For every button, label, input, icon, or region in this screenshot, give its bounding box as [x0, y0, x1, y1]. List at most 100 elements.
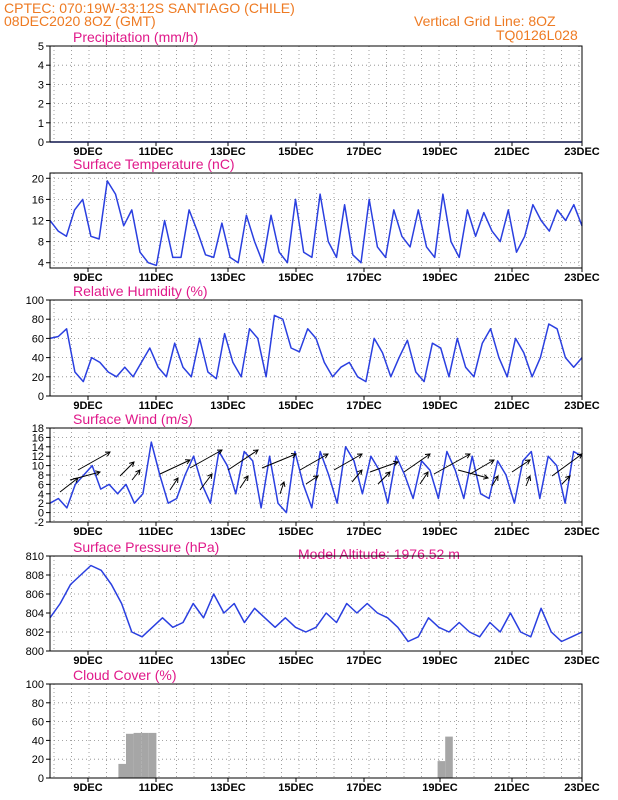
x-tick-label: 11DEC	[139, 272, 174, 284]
wind-arrow	[279, 481, 285, 495]
x-tick-label: 19DEC	[422, 400, 458, 412]
wind-arrow-head	[423, 471, 429, 478]
x-tick-label: 17DEC	[346, 400, 382, 412]
y-tick-label: 12	[32, 451, 44, 463]
x-tick-label: 15DEC	[278, 272, 314, 284]
panel-frame	[49, 683, 583, 779]
x-tick-label: 9DEC	[73, 400, 102, 412]
y-tick-label: 80	[32, 314, 44, 326]
x-tick-label: 17DEC	[346, 272, 382, 284]
wind-arrow	[551, 453, 583, 477]
panel-frame	[49, 555, 583, 652]
wind-arrow	[511, 459, 531, 473]
y-tick-label: 0	[38, 508, 44, 520]
x-tick-label: 13DEC	[210, 400, 246, 412]
panel-title: Cloud Cover (%)	[73, 667, 176, 683]
wind-arrow-head	[279, 481, 286, 487]
wind-arrow-head	[129, 461, 135, 467]
y-tick-label: 40	[32, 735, 44, 747]
x-tick-label: 9DEC	[73, 655, 102, 667]
x-tick-label: 13DEC	[210, 146, 246, 158]
panel-4: Surface Pressure (hPa) 800 802 804 806 808 810…	[26, 539, 600, 667]
wind-arrow-head	[207, 473, 213, 479]
y-tick-label: 14	[32, 442, 44, 454]
header-code: TQ0126L028	[496, 27, 578, 43]
y-tick-label: 4	[38, 258, 44, 270]
y-tick-label: 16	[32, 194, 44, 206]
y-tick-label: 6	[38, 479, 44, 491]
wind-arrow-head	[493, 475, 499, 482]
x-tick-label: 19DEC	[422, 782, 458, 794]
y-tick-label: 806	[26, 589, 44, 601]
y-tick-label: 80	[32, 698, 44, 710]
cloud-bar	[445, 736, 453, 778]
y-tick-label: 100	[26, 679, 44, 691]
y-tick-label: -2	[34, 517, 44, 529]
y-tick-label: 5	[38, 41, 44, 53]
wind-arrow-head	[393, 460, 399, 467]
x-tick-label: 19DEC	[422, 526, 458, 538]
cloud-bar	[118, 763, 126, 778]
y-tick-label: 804	[26, 608, 44, 620]
panel-frame	[49, 172, 583, 269]
x-tick-label: 11DEC	[139, 400, 174, 412]
y-tick-label: 810	[26, 551, 44, 563]
wind-arrow	[69, 471, 101, 481]
wind-arrow	[419, 471, 429, 485]
x-tick-label: 17DEC	[346, 146, 382, 158]
y-tick-label: 16	[32, 432, 44, 444]
wind-arrow-head	[135, 469, 141, 475]
wind-arrow-head	[322, 453, 329, 459]
x-tick-label: 17DEC	[346, 782, 382, 794]
y-tick-label: 0	[38, 391, 44, 403]
x-tick-label: 21DEC	[494, 146, 530, 158]
x-tick-label: 11DEC	[139, 782, 174, 794]
panel-2: Relative Humidity (%) 0 20 40 60 80 100 9DEC 11D…	[26, 283, 600, 412]
x-tick-label: 23DEC	[564, 272, 600, 284]
y-tick-label: 12	[32, 216, 44, 228]
wind-arrow-head	[525, 475, 532, 482]
x-tick-label: 13DEC	[210, 782, 246, 794]
y-tick-label: 18	[32, 423, 44, 435]
wind-arrow-head	[94, 470, 102, 476]
series-line	[49, 564, 583, 643]
x-tick-label: 9DEC	[73, 146, 102, 158]
wind-arrow	[299, 453, 329, 471]
y-tick-label: 100	[26, 295, 44, 307]
x-tick-label: 11DEC	[139, 655, 174, 667]
panel-title: Surface Wind (m/s)	[73, 411, 193, 427]
cloud-bar	[148, 732, 157, 778]
y-tick-label: 0	[38, 773, 44, 785]
wind-arrow-head	[565, 475, 571, 481]
x-tick-label: 19DEC	[422, 272, 458, 284]
x-tick-label: 15DEC	[278, 400, 314, 412]
wind-arrow-head	[216, 449, 223, 455]
y-tick-label: 20	[32, 372, 44, 384]
wind-arrow	[227, 449, 259, 471]
x-tick-label: 23DEC	[564, 655, 600, 667]
wind-arrow-head	[356, 453, 363, 459]
wind-arrow	[305, 475, 319, 485]
x-tick-label: 23DEC	[564, 400, 600, 412]
x-tick-label: 21DEC	[494, 655, 530, 667]
wind-arrow	[491, 475, 499, 487]
wind-arrow	[59, 477, 79, 493]
y-tick-label: 20	[32, 754, 44, 766]
wind-arrow	[351, 469, 363, 483]
wind-arrow-head	[252, 449, 259, 455]
x-tick-label: 15DEC	[278, 782, 314, 794]
panel-title: Relative Humidity (%)	[73, 283, 208, 299]
y-tick-label: 8	[38, 237, 44, 249]
y-tick-label: 800	[26, 646, 44, 658]
wind-arrow-head	[482, 474, 490, 480]
panel-1: Surface Temperature (nC) 4 8 12 16 20 9DEC 11DE…	[32, 156, 600, 284]
x-tick-label: 17DEC	[346, 655, 382, 667]
x-tick-label: 21DEC	[494, 526, 530, 538]
wind-arrow	[119, 461, 135, 477]
x-tick-label: 21DEC	[494, 400, 530, 412]
y-tick-label: 0	[38, 137, 44, 149]
wind-arrow	[561, 475, 571, 485]
y-tick-label: 2	[38, 498, 44, 510]
y-tick-label: 2	[38, 99, 44, 111]
